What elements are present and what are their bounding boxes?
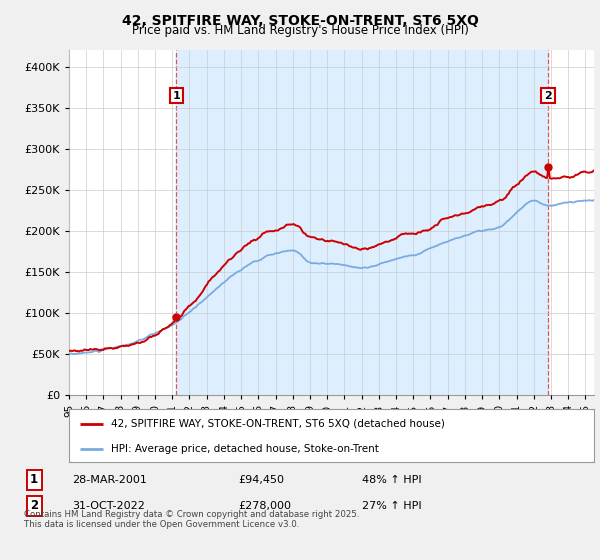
Text: 31-OCT-2022: 31-OCT-2022 [72, 501, 145, 511]
Text: 1: 1 [173, 91, 180, 100]
Text: 2: 2 [30, 500, 38, 512]
Text: 1: 1 [30, 473, 38, 487]
Text: 42, SPITFIRE WAY, STOKE-ON-TRENT, ST6 5XQ: 42, SPITFIRE WAY, STOKE-ON-TRENT, ST6 5X… [122, 14, 478, 28]
Text: Price paid vs. HM Land Registry's House Price Index (HPI): Price paid vs. HM Land Registry's House … [131, 24, 469, 37]
Bar [176, 50, 548, 395]
Text: 42, SPITFIRE WAY, STOKE-ON-TRENT, ST6 5XQ (detached house): 42, SPITFIRE WAY, STOKE-ON-TRENT, ST6 5X… [111, 419, 445, 429]
Text: HPI: Average price, detached house, Stoke-on-Trent: HPI: Average price, detached house, Stok… [111, 444, 379, 454]
Text: 27% ↑ HPI: 27% ↑ HPI [362, 501, 422, 511]
Text: Contains HM Land Registry data © Crown copyright and database right 2025.
This d: Contains HM Land Registry data © Crown c… [24, 510, 359, 529]
Text: £278,000: £278,000 [238, 501, 292, 511]
Text: 28-MAR-2001: 28-MAR-2001 [72, 475, 147, 485]
Text: 48% ↑ HPI: 48% ↑ HPI [362, 475, 422, 485]
Text: 2: 2 [544, 91, 552, 100]
Text: £94,450: £94,450 [238, 475, 284, 485]
